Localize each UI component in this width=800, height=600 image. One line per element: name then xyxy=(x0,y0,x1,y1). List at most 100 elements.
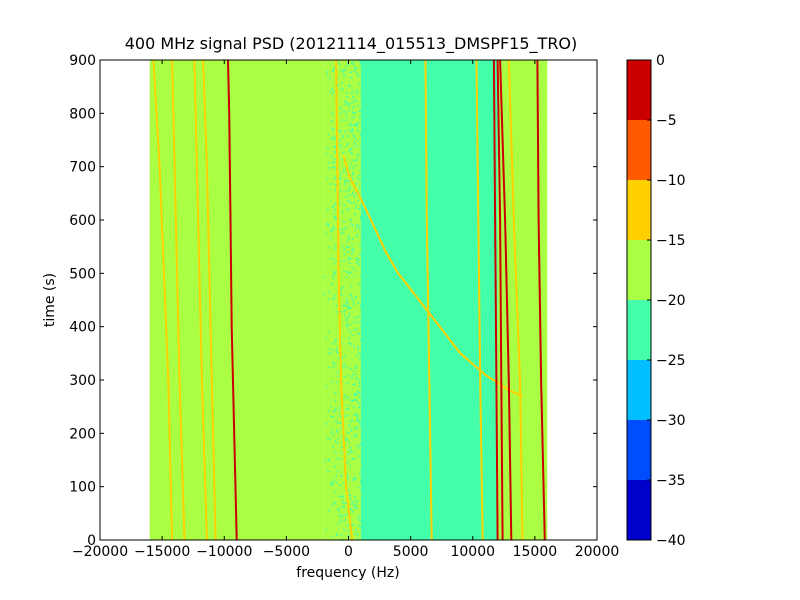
psd-speckle xyxy=(347,110,350,112)
psd-speckle xyxy=(345,300,347,303)
colorbar-band xyxy=(627,120,651,180)
psd-speckle xyxy=(352,247,355,250)
psd-speckle xyxy=(341,158,344,161)
psd-speckle xyxy=(343,310,346,313)
psd-speckle xyxy=(350,148,352,151)
y-tick-label: 300 xyxy=(69,373,96,389)
psd-speckle xyxy=(331,129,334,131)
psd-speckle xyxy=(342,499,345,502)
psd-speckle xyxy=(346,301,349,304)
psd-speckle xyxy=(354,185,357,187)
psd-speckle xyxy=(358,421,361,424)
psd-speckle xyxy=(353,135,355,138)
psd-speckle xyxy=(358,406,361,408)
psd-speckle xyxy=(328,410,330,412)
psd-speckle xyxy=(350,450,353,453)
psd-speckle xyxy=(351,252,353,255)
psd-speckle xyxy=(360,303,362,306)
psd-speckle xyxy=(325,529,327,532)
psd-speckle xyxy=(357,302,360,304)
psd-speckle xyxy=(359,205,362,208)
psd-speckle xyxy=(339,458,341,461)
psd-speckle xyxy=(325,423,328,425)
psd-speckle xyxy=(359,150,362,153)
psd-speckle xyxy=(350,219,352,221)
psd-speckle xyxy=(359,228,361,230)
psd-speckle xyxy=(351,128,354,130)
psd-speckle xyxy=(350,61,353,64)
psd-speckle xyxy=(356,414,359,417)
psd-speckle xyxy=(348,149,351,152)
psd-speckle xyxy=(358,315,361,317)
psd-speckle xyxy=(356,416,359,419)
psd-speckle xyxy=(337,470,339,473)
psd-speckle xyxy=(334,440,336,443)
psd-speckle xyxy=(347,129,350,132)
psd-speckle xyxy=(355,364,358,367)
psd-speckle xyxy=(331,112,334,115)
psd-speckle xyxy=(346,241,348,243)
psd-speckle xyxy=(343,375,346,378)
psd-speckle xyxy=(341,366,344,369)
psd-speckle xyxy=(336,84,339,86)
psd-speckle xyxy=(332,212,335,215)
psd-speckle xyxy=(346,92,348,94)
psd-speckle xyxy=(345,209,348,211)
psd-speckle xyxy=(352,524,354,526)
psd-speckle xyxy=(351,244,353,246)
psd-speckle xyxy=(355,435,357,438)
psd-speckle xyxy=(340,506,343,509)
psd-speckle xyxy=(351,179,354,181)
signal-trace xyxy=(193,59,208,541)
psd-speckle xyxy=(349,187,351,190)
psd-speckle xyxy=(340,446,343,449)
psd-speckle xyxy=(332,161,335,164)
psd-speckle xyxy=(349,447,352,449)
psd-speckle xyxy=(349,508,352,510)
psd-speckle xyxy=(349,193,351,196)
y-tick-label: 800 xyxy=(69,106,96,122)
psd-speckle xyxy=(345,119,348,121)
psd-speckle xyxy=(345,320,348,322)
psd-speckle xyxy=(329,438,331,440)
psd-speckle xyxy=(353,399,355,402)
psd-speckle xyxy=(357,420,359,423)
psd-speckle xyxy=(339,63,341,66)
psd-speckle xyxy=(340,112,342,115)
psd-speckle xyxy=(345,409,348,411)
psd-speckle xyxy=(343,355,346,357)
psd-speckle xyxy=(358,391,361,394)
colorbar-tick-label: −5 xyxy=(656,113,677,129)
psd-speckle xyxy=(328,330,330,333)
psd-speckle xyxy=(344,439,347,442)
psd-speckle xyxy=(342,305,345,307)
colorbar-tick-label: −30 xyxy=(656,413,686,429)
psd-speckle xyxy=(354,398,356,401)
psd-speckle xyxy=(351,117,353,119)
psd-speckle xyxy=(333,135,335,138)
psd-speckle xyxy=(327,162,330,164)
psd-speckle xyxy=(343,204,345,206)
psd-speckle xyxy=(356,354,359,357)
psd-speckle xyxy=(357,517,359,520)
psd-speckle xyxy=(340,474,342,477)
psd-speckle xyxy=(350,77,353,79)
psd-speckle xyxy=(328,167,330,169)
psd-speckle xyxy=(351,101,354,104)
psd-speckle xyxy=(332,229,334,231)
psd-speckle xyxy=(331,283,333,285)
psd-speckle xyxy=(333,479,335,481)
psd-speckle xyxy=(348,246,350,248)
psd-speckle xyxy=(334,502,336,505)
psd-speckle xyxy=(346,251,349,253)
psd-speckle xyxy=(342,70,344,72)
x-tick-label: 15000 xyxy=(513,544,558,560)
psd-speckle xyxy=(332,92,334,95)
psd-speckle xyxy=(347,237,350,239)
psd-speckle xyxy=(325,232,328,235)
psd-speckle xyxy=(339,139,342,142)
psd-speckle xyxy=(354,496,356,498)
psd-speckle xyxy=(332,69,334,72)
psd-speckle xyxy=(360,306,362,309)
